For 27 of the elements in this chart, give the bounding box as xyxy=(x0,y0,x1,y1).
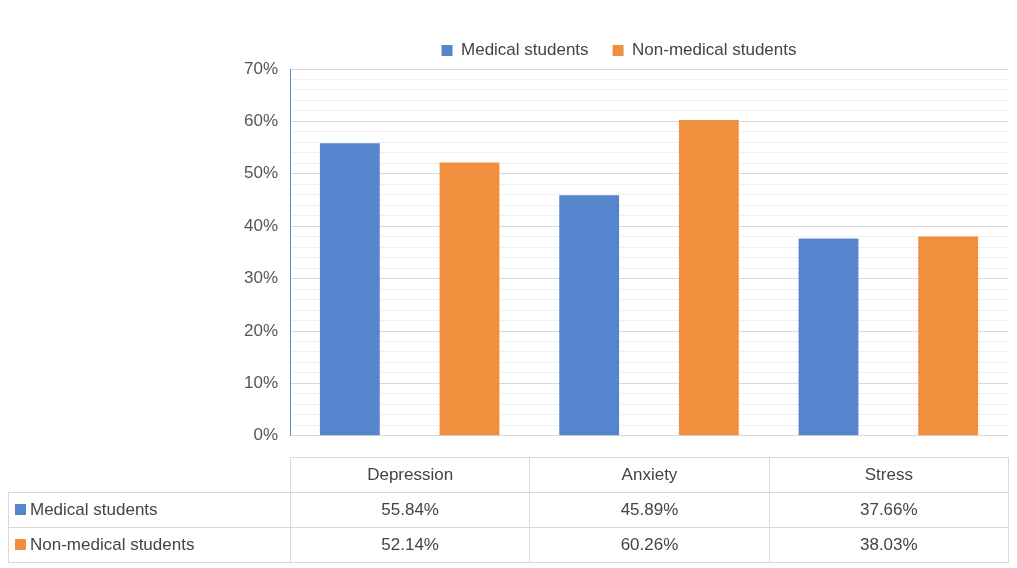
y-tick-label: 0% xyxy=(253,425,278,445)
bar xyxy=(319,143,380,436)
y-tick-label: 70% xyxy=(243,58,278,78)
y-tick-label: 50% xyxy=(243,163,278,183)
data-label: 37.66% xyxy=(769,492,1009,528)
legend-label: Non-medical students xyxy=(632,40,797,60)
x-tick-label: Stress xyxy=(769,457,1009,493)
data-label: 45.89% xyxy=(529,492,770,528)
data-label: 60.26% xyxy=(529,527,770,563)
y-tick-label: 40% xyxy=(243,215,278,235)
data-label: 55.84% xyxy=(290,492,530,528)
x-tick-label: Anxiety xyxy=(529,457,770,493)
legend-label: Medical students xyxy=(461,40,589,60)
text: Non-medical students xyxy=(30,535,195,554)
text: Medical students xyxy=(30,500,158,519)
bar xyxy=(439,162,500,436)
bar xyxy=(918,236,979,436)
y-tick-label: 30% xyxy=(243,268,278,288)
y-tick-label: 60% xyxy=(243,111,278,131)
y-tick-label: 20% xyxy=(243,320,278,340)
x-tick-label: Depression xyxy=(290,457,530,493)
y-tick-label: 10% xyxy=(243,373,278,393)
data-label: 52.14% xyxy=(290,527,530,563)
bar xyxy=(678,120,739,436)
data-label: 38.03% xyxy=(769,527,1009,563)
bar xyxy=(559,195,620,436)
bar xyxy=(798,238,859,436)
